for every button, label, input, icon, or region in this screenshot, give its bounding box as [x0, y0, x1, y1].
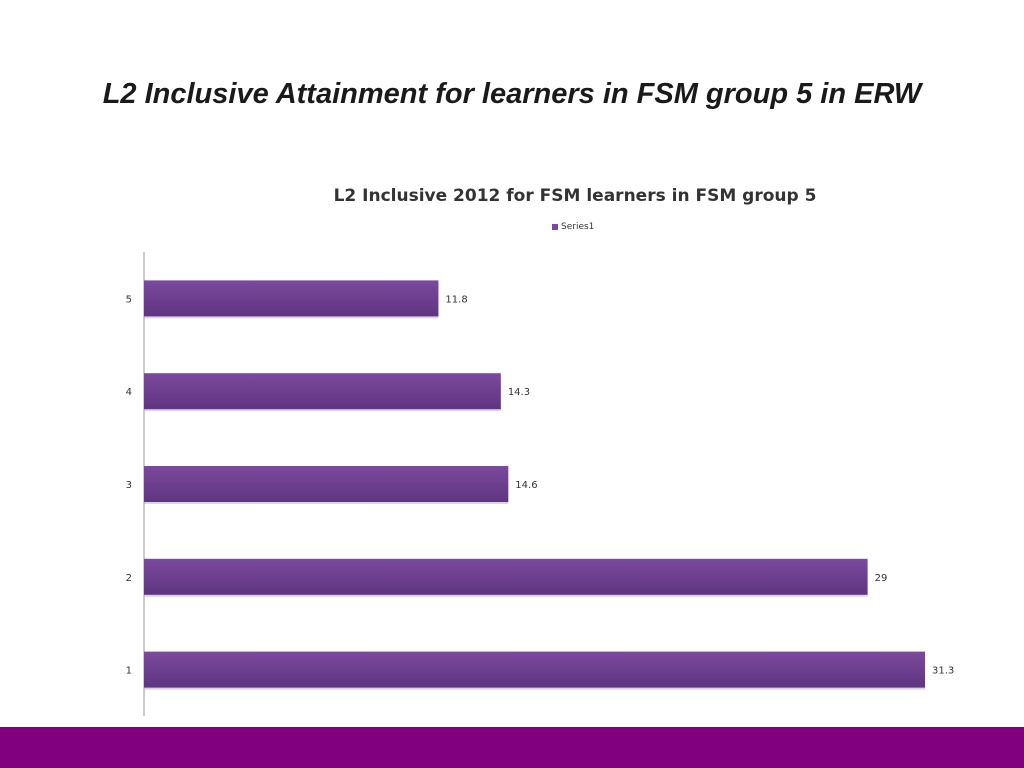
category-tick-label: 3: [126, 480, 132, 491]
slide-title: L2 Inclusive Attainment for learners in …: [102, 78, 922, 110]
chart-legend: Series1: [552, 222, 594, 232]
bar: [144, 373, 501, 410]
chart-title: L2 Inclusive 2012 for FSM learners in FS…: [333, 186, 817, 206]
bar: [144, 466, 509, 502]
data-label: 31.3: [932, 666, 954, 677]
category-tick-label: 2: [126, 573, 132, 584]
data-label: 11.8: [445, 294, 467, 305]
category-tick-label: 5: [126, 294, 132, 305]
category-tick-label: 1: [126, 666, 132, 677]
bar: [144, 651, 925, 688]
legend-swatch: [552, 224, 558, 230]
footer-bar: [0, 727, 1024, 768]
data-label: 14.3: [508, 387, 530, 398]
data-label: 14.6: [515, 480, 537, 491]
data-label: 29: [875, 573, 888, 584]
category-tick-label: 4: [126, 387, 132, 398]
legend-label: Series1: [561, 222, 595, 232]
bar: [144, 280, 439, 317]
bar: [144, 558, 868, 595]
